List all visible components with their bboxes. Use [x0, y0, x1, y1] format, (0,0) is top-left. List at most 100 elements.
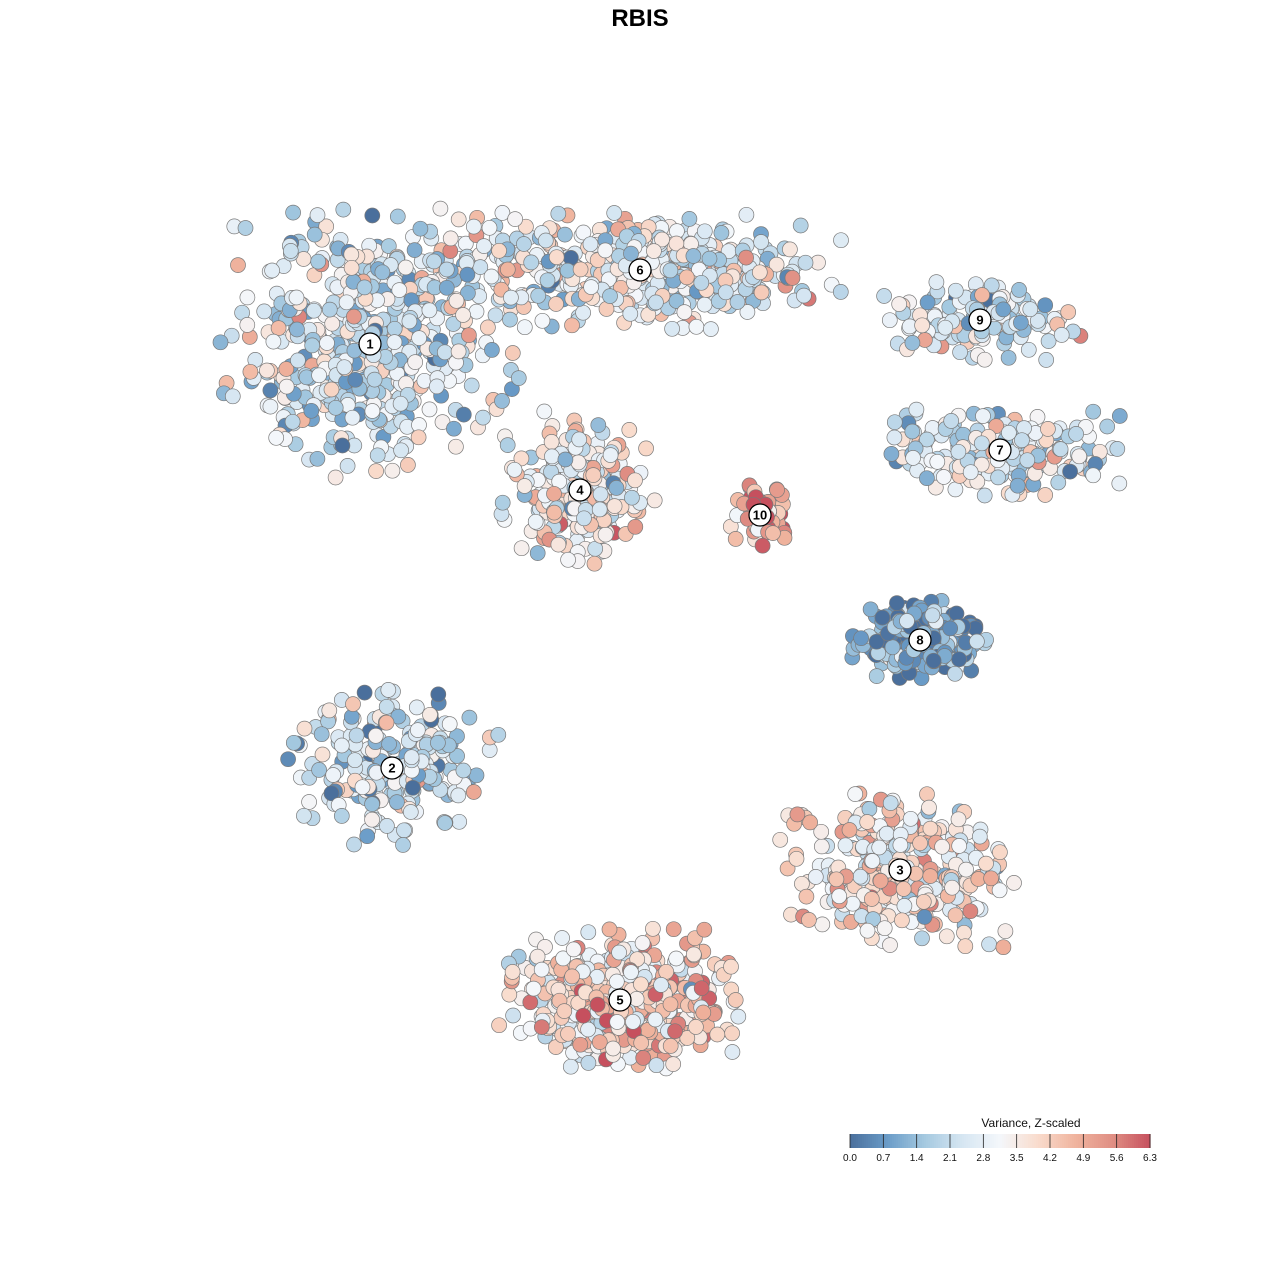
- cell-point: [343, 246, 360, 263]
- colorbar-segment: [996, 1134, 999, 1148]
- cell-point: [1037, 297, 1054, 314]
- cluster-label-badge: [628, 258, 652, 282]
- colorbar-segment: [978, 1134, 981, 1148]
- colorbar-segment: [1096, 1134, 1099, 1148]
- cell-point: [789, 806, 806, 823]
- cell-point: [463, 377, 480, 394]
- cell-point: [862, 601, 879, 618]
- cell-point: [356, 279, 373, 296]
- cell-point: [412, 220, 429, 237]
- colorbar-segment: [878, 1134, 881, 1148]
- cell-point: [1053, 327, 1070, 343]
- cell-point: [582, 236, 599, 253]
- cell-point: [446, 420, 462, 437]
- cell-point: [916, 909, 933, 925]
- cell-point: [237, 220, 254, 236]
- cell-point: [368, 463, 384, 479]
- cell-point: [1040, 333, 1057, 349]
- cell-point: [1068, 426, 1084, 442]
- colorbar-segment: [1098, 1134, 1101, 1148]
- cell-point: [530, 287, 547, 304]
- colorbar-segment: [1018, 1134, 1021, 1148]
- cell-point: [623, 245, 639, 262]
- cell-point: [548, 296, 564, 312]
- cell-point: [516, 319, 533, 336]
- cluster-label-6: 6: [628, 258, 652, 282]
- cell-point: [529, 545, 546, 561]
- cell-point: [537, 232, 554, 249]
- cell-point: [1085, 467, 1102, 484]
- cell-point: [321, 702, 338, 719]
- cell-point: [1022, 301, 1039, 318]
- colorbar-segment: [1012, 1134, 1015, 1148]
- colorbar-segment: [1054, 1134, 1057, 1148]
- cell-point: [727, 992, 744, 1008]
- colorbar-segment: [944, 1134, 947, 1148]
- colorbar-segment: [1104, 1134, 1107, 1148]
- cell-point: [591, 1034, 608, 1050]
- cell-point: [438, 279, 455, 296]
- cell-point: [654, 231, 670, 248]
- colorbar-segment: [1002, 1134, 1005, 1148]
- cell-point: [364, 796, 380, 812]
- cell-point: [859, 922, 876, 939]
- colorbar-segment: [1062, 1134, 1065, 1148]
- cell-point: [333, 808, 350, 824]
- cell-point: [990, 469, 1006, 486]
- cell-point: [432, 200, 449, 217]
- colorbar-segment: [1120, 1134, 1123, 1148]
- cell-point: [837, 837, 854, 854]
- colorbar-segment: [910, 1134, 913, 1148]
- colorbar-segment: [994, 1134, 997, 1148]
- colorbar-segment: [926, 1134, 929, 1148]
- cell-point: [605, 1040, 621, 1057]
- cell-point: [928, 274, 945, 290]
- cell-point: [591, 501, 608, 518]
- colorbar-tick-label: 4.9: [1076, 1153, 1090, 1164]
- cell-point: [490, 726, 507, 743]
- cluster-label-badge: [380, 756, 404, 780]
- cell-point: [378, 714, 395, 731]
- cell-point: [459, 266, 476, 283]
- cell-point: [381, 736, 397, 752]
- cell-point: [523, 254, 540, 271]
- cell-point: [788, 850, 805, 867]
- cell-point: [296, 720, 313, 737]
- cell-point: [685, 248, 702, 264]
- cluster-label-text: 6: [636, 263, 643, 278]
- cell-point: [919, 294, 936, 311]
- colorbar-segment: [898, 1134, 901, 1148]
- cell-point: [919, 470, 935, 487]
- cell-point: [871, 839, 888, 856]
- cluster-label-text: 8: [916, 633, 923, 648]
- colorbar-segment: [1100, 1134, 1103, 1148]
- cell-point: [230, 257, 246, 273]
- cell-point: [784, 270, 801, 286]
- cell-point: [944, 879, 960, 896]
- colorbar-segment: [1068, 1134, 1071, 1148]
- cell-point: [327, 399, 344, 416]
- cell-point: [311, 762, 327, 778]
- cell-point: [212, 334, 229, 351]
- cell-point: [461, 327, 477, 344]
- cell-point: [494, 205, 511, 221]
- colorbar-segment: [1032, 1134, 1035, 1148]
- cluster-label-text: 1: [366, 337, 373, 352]
- cluster-label-text: 10: [753, 508, 767, 523]
- cell-point: [1019, 452, 1036, 469]
- cell-point: [921, 799, 937, 816]
- cell-point: [306, 302, 322, 319]
- cell-point: [1109, 441, 1126, 457]
- cell-point: [919, 786, 935, 803]
- cell-point: [278, 361, 295, 377]
- cell-point: [242, 363, 259, 380]
- cell-point: [983, 277, 1000, 294]
- colorbar-segment: [960, 1134, 963, 1148]
- colorbar-segment: [1014, 1134, 1017, 1148]
- cell-point: [239, 289, 256, 306]
- cell-point: [571, 431, 588, 448]
- colorbar-segment: [880, 1134, 883, 1148]
- cell-point: [557, 451, 574, 468]
- cell-point: [384, 462, 401, 479]
- cell-point: [751, 264, 768, 281]
